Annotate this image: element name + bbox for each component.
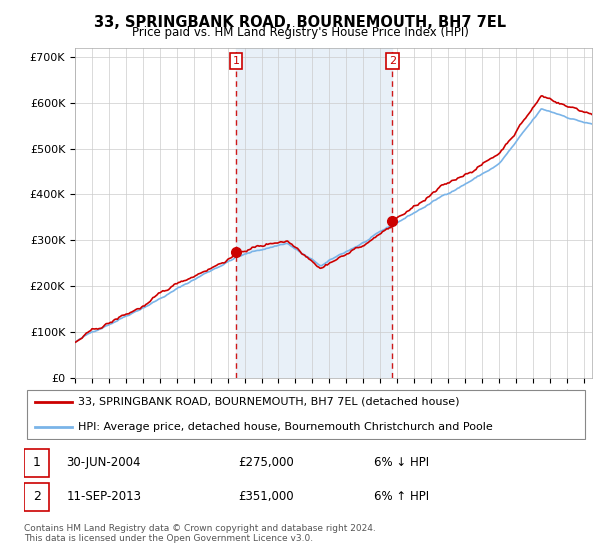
Text: 2: 2 bbox=[389, 56, 396, 66]
Text: 30-JUN-2004: 30-JUN-2004 bbox=[66, 456, 141, 469]
Bar bbox=[236, 48, 392, 378]
Text: 6% ↑ HPI: 6% ↑ HPI bbox=[374, 491, 429, 503]
Text: 1: 1 bbox=[33, 456, 41, 469]
Text: 33, SPRINGBANK ROAD, BOURNEMOUTH, BH7 7EL (detached house): 33, SPRINGBANK ROAD, BOURNEMOUTH, BH7 7E… bbox=[77, 397, 459, 407]
FancyBboxPatch shape bbox=[24, 483, 49, 511]
FancyBboxPatch shape bbox=[24, 449, 49, 477]
Text: 2: 2 bbox=[33, 491, 41, 503]
Text: HPI: Average price, detached house, Bournemouth Christchurch and Poole: HPI: Average price, detached house, Bour… bbox=[77, 422, 493, 432]
Text: 6% ↓ HPI: 6% ↓ HPI bbox=[374, 456, 429, 469]
Text: £275,000: £275,000 bbox=[238, 456, 294, 469]
Text: 11-SEP-2013: 11-SEP-2013 bbox=[66, 491, 142, 503]
Text: Price paid vs. HM Land Registry's House Price Index (HPI): Price paid vs. HM Land Registry's House … bbox=[131, 26, 469, 39]
Text: 1: 1 bbox=[233, 56, 239, 66]
Text: 33, SPRINGBANK ROAD, BOURNEMOUTH, BH7 7EL: 33, SPRINGBANK ROAD, BOURNEMOUTH, BH7 7E… bbox=[94, 15, 506, 30]
Text: £351,000: £351,000 bbox=[238, 491, 294, 503]
Text: Contains HM Land Registry data © Crown copyright and database right 2024.
This d: Contains HM Land Registry data © Crown c… bbox=[24, 524, 376, 543]
FancyBboxPatch shape bbox=[27, 390, 585, 438]
